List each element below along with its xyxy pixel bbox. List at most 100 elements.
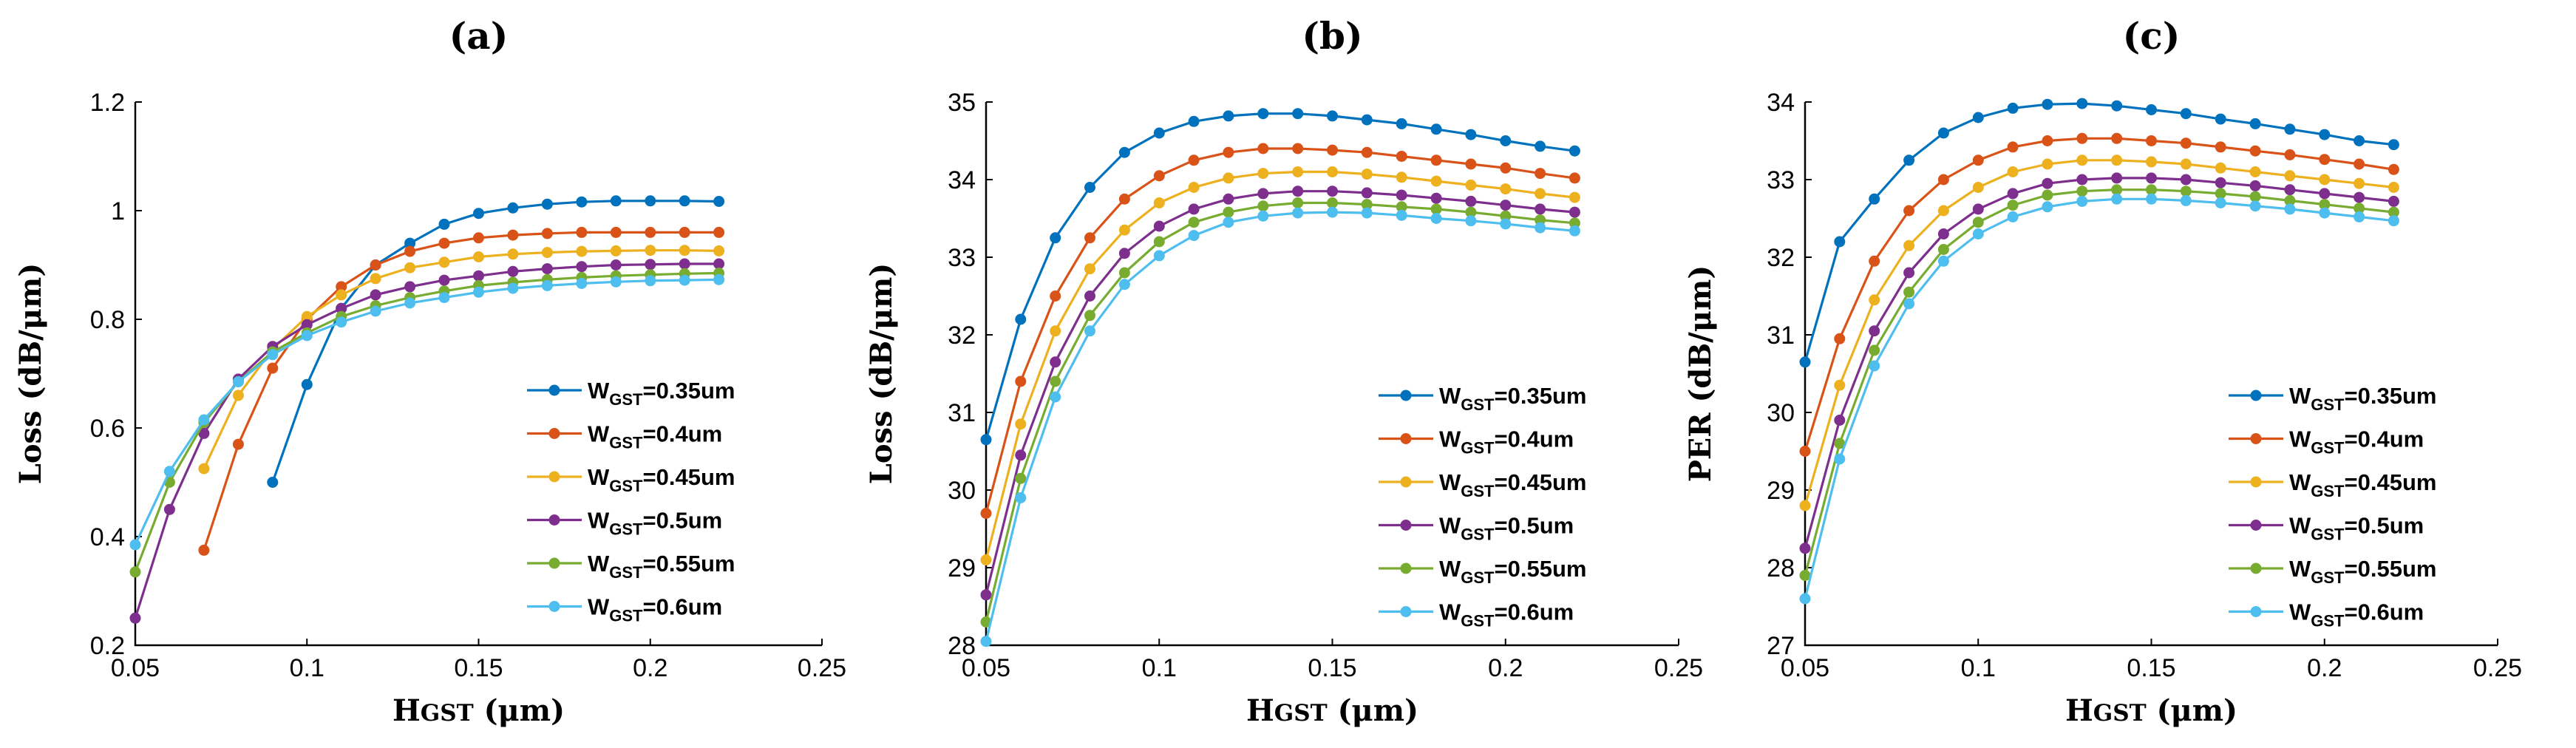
legend-marker — [2250, 606, 2262, 617]
data-point — [1257, 108, 1269, 120]
data-point — [1118, 146, 1130, 158]
series-line — [985, 112, 1575, 441]
x-tick-label: 0.1 — [1961, 654, 1996, 682]
data-point — [2180, 174, 2192, 186]
data-point — [1396, 118, 1407, 129]
y-tick-label: 33 — [948, 244, 976, 272]
series-3 — [980, 166, 1580, 565]
data-point — [1223, 206, 1234, 218]
y-tick-label: 30 — [1767, 399, 1795, 427]
chart-panel-b: (b) 0.05 0.1 0.15 0.2 0.25 28 29 30 31 32 33 34 35 HGS… — [864, 14, 1703, 728]
data-point — [2076, 132, 2088, 144]
data-point — [1869, 325, 1880, 337]
data-point — [1430, 123, 1442, 135]
data-point — [198, 544, 210, 556]
data-point — [679, 274, 690, 286]
legend-label: WGST=0.55um — [2289, 556, 2436, 587]
data-point — [1153, 220, 1165, 232]
data-point — [1396, 189, 1407, 201]
data-point — [301, 310, 313, 322]
data-point — [2076, 186, 2088, 197]
data-point — [1396, 201, 1407, 213]
data-point — [1465, 195, 1477, 207]
data-point — [1223, 146, 1234, 158]
data-point — [1257, 168, 1269, 180]
data-point — [1084, 325, 1095, 337]
data-point — [1188, 115, 1200, 127]
series-line — [271, 200, 719, 483]
data-point — [2111, 172, 2123, 184]
data-point — [301, 378, 313, 390]
legend-marker — [548, 471, 560, 483]
data-point — [2111, 100, 2123, 112]
data-point — [2319, 188, 2331, 200]
data-point — [2146, 104, 2157, 115]
data-point — [2215, 177, 2226, 188]
data-point — [576, 261, 588, 273]
data-point — [507, 265, 519, 277]
data-point — [1118, 224, 1130, 236]
data-point — [645, 245, 656, 256]
data-point — [1903, 154, 1915, 166]
y-tick-label: 0.8 — [90, 306, 125, 334]
data-point — [336, 289, 347, 301]
data-point — [679, 195, 690, 207]
data-point — [1535, 188, 1546, 200]
series-3 — [1799, 154, 2399, 511]
data-point — [1396, 171, 1407, 183]
legend-marker — [1400, 606, 1412, 617]
data-point — [1292, 143, 1304, 154]
legend-marker — [2250, 520, 2262, 531]
data-point — [2180, 137, 2192, 149]
data-point — [2042, 177, 2053, 189]
legend-label: WGST=0.5um — [1439, 513, 1574, 544]
data-point — [2215, 113, 2226, 125]
y-tick-label: 29 — [1767, 477, 1795, 505]
data-point — [267, 349, 279, 361]
data-point — [1799, 500, 1811, 511]
data-point — [2007, 211, 2019, 222]
series-6 — [980, 206, 1580, 647]
data-point — [1869, 294, 1880, 306]
data-point — [404, 281, 416, 293]
legend-marker — [548, 428, 560, 439]
legend-label: WGST=0.5um — [588, 508, 722, 539]
data-point — [1361, 114, 1373, 126]
data-point — [1972, 228, 1984, 239]
data-point — [541, 263, 553, 275]
data-point — [2146, 172, 2157, 184]
data-point — [2042, 135, 2053, 146]
data-point — [2007, 200, 2019, 211]
data-point — [1327, 197, 1338, 208]
legend-label: WGST=0.5um — [2289, 513, 2424, 544]
data-point — [2146, 193, 2157, 205]
data-point — [2388, 215, 2399, 227]
y-tick-label: 30 — [948, 477, 976, 505]
legend-marker — [1400, 562, 1412, 574]
series-line — [1804, 137, 2394, 452]
data-point — [336, 316, 347, 328]
data-point — [713, 196, 725, 207]
data-point — [2146, 156, 2157, 168]
data-point — [541, 247, 553, 259]
series-line — [203, 249, 719, 469]
legend-label: WGST=0.45um — [588, 464, 735, 495]
data-point — [370, 273, 381, 285]
data-point — [679, 226, 690, 238]
data-point — [507, 202, 519, 214]
data-point — [370, 289, 381, 301]
data-point — [438, 274, 450, 286]
data-point — [1569, 145, 1580, 157]
data-point — [645, 226, 656, 238]
data-point — [1569, 217, 1580, 229]
data-point — [2215, 141, 2226, 153]
data-point — [1188, 203, 1200, 215]
series-2 — [980, 143, 1580, 519]
data-point — [2007, 141, 2019, 153]
data-point — [2042, 201, 2053, 213]
data-point — [576, 226, 588, 238]
data-point — [473, 286, 484, 298]
data-point — [2111, 193, 2123, 205]
data-point — [1535, 214, 1546, 226]
data-point — [2319, 129, 2331, 140]
